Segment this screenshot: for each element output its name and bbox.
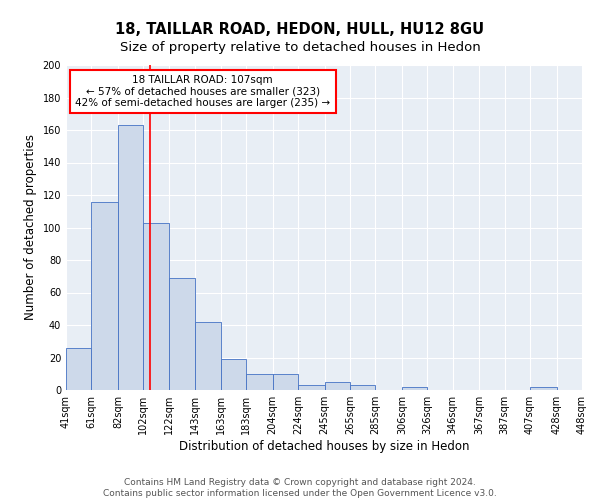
Text: 18 TAILLAR ROAD: 107sqm
← 57% of detached houses are smaller (323)
42% of semi-d: 18 TAILLAR ROAD: 107sqm ← 57% of detache… [75, 74, 331, 108]
Bar [91, 202, 118, 390]
Bar [530, 387, 557, 390]
Bar [402, 387, 427, 390]
Bar [272, 374, 298, 390]
Bar [196, 322, 221, 390]
Text: Size of property relative to detached houses in Hedon: Size of property relative to detached ho… [119, 41, 481, 54]
Text: Contains HM Land Registry data © Crown copyright and database right 2024.
Contai: Contains HM Land Registry data © Crown c… [103, 478, 497, 498]
Bar [221, 359, 246, 390]
Bar [350, 385, 376, 390]
Bar [298, 385, 325, 390]
Text: 18, TAILLAR ROAD, HEDON, HULL, HU12 8GU: 18, TAILLAR ROAD, HEDON, HULL, HU12 8GU [115, 22, 485, 38]
Y-axis label: Number of detached properties: Number of detached properties [24, 134, 37, 320]
Bar [118, 125, 143, 390]
Bar [246, 374, 272, 390]
Bar [325, 382, 350, 390]
Bar [143, 222, 169, 390]
Bar [169, 278, 196, 390]
Bar [66, 348, 91, 390]
X-axis label: Distribution of detached houses by size in Hedon: Distribution of detached houses by size … [179, 440, 469, 453]
